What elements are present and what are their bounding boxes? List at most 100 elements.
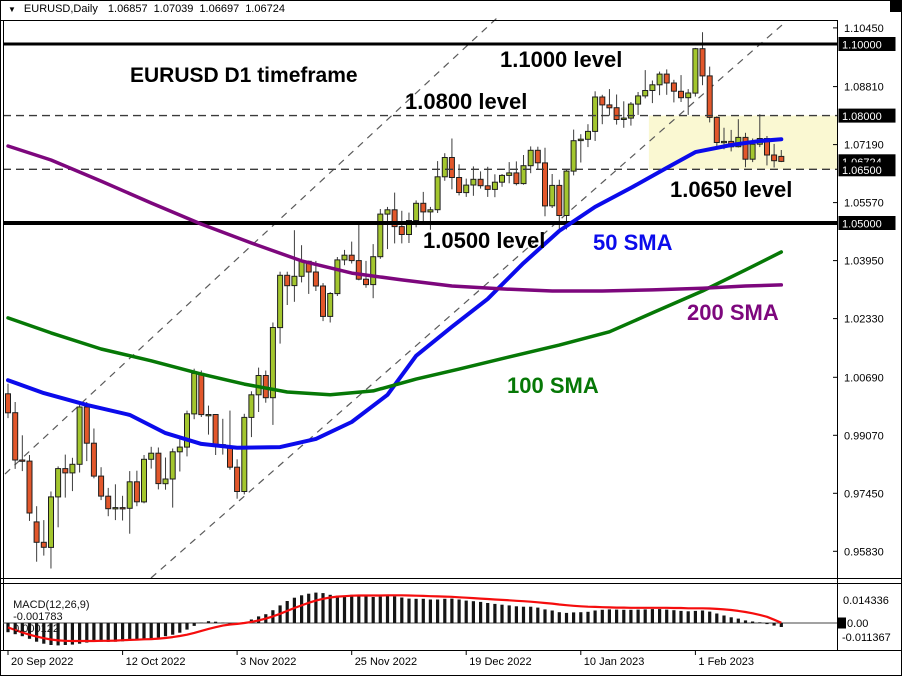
candle-body <box>470 178 477 186</box>
candle-body <box>778 155 785 162</box>
time-axis-scale[interactable] <box>0 651 902 675</box>
price-tick-label: 1.07190 <box>844 140 884 152</box>
candle-body <box>105 495 112 510</box>
time-label: 12 Oct 2022 <box>126 656 186 668</box>
candle-body <box>298 260 305 277</box>
price-tick-label: 1.08810 <box>844 82 884 94</box>
candle-body <box>176 446 183 453</box>
time-label: 25 Nov 2022 <box>355 656 417 668</box>
macd-main-value: -0.001783 <box>13 611 63 623</box>
candle-body <box>742 136 749 160</box>
price-box-1-08000: 1.08000 <box>842 111 882 123</box>
candle-body <box>76 406 83 465</box>
macd-zero-tick-box <box>838 617 846 629</box>
price-axis-scale[interactable] <box>838 20 902 650</box>
candle-body <box>721 140 727 144</box>
candle-body <box>320 285 326 317</box>
quote-close: 1.06724 <box>245 3 285 15</box>
expand-triangle-icon[interactable]: ▼ <box>8 4 16 14</box>
price-tick-label: 1.00690 <box>844 372 884 384</box>
candle-body <box>542 162 548 207</box>
candle-body <box>90 442 97 477</box>
candle-body <box>406 220 412 235</box>
annotation-200-sma: 200 SMA <box>687 300 779 325</box>
price-tick-label: 1.10450 <box>844 23 884 35</box>
candle-body <box>499 174 505 183</box>
candle-body <box>391 209 398 228</box>
price-tick-label: 1.05570 <box>844 198 884 210</box>
candle-body <box>549 184 556 207</box>
candle-body <box>441 157 448 178</box>
candle-body <box>334 259 341 295</box>
annotation-1-0800-level: 1.0800 level <box>405 89 527 114</box>
candle-body <box>198 372 205 416</box>
candle-body <box>126 481 133 509</box>
time-label: 3 Nov 2022 <box>240 656 296 668</box>
macd-histogram <box>6 592 783 646</box>
time-label: 1 Feb 2023 <box>698 656 754 668</box>
candle-body <box>484 185 491 190</box>
candle-body <box>62 468 69 474</box>
macd-name: MACD(12,26,9) <box>13 599 90 611</box>
candle-body <box>284 274 291 287</box>
candle-body <box>348 254 355 262</box>
price-tick-label: 0.97450 <box>844 488 884 500</box>
candle-body <box>434 176 441 211</box>
price-box-1-10000: 1.10000 <box>842 40 882 52</box>
candle-body <box>98 475 105 497</box>
candle-body <box>205 414 212 417</box>
candle-body <box>234 466 241 493</box>
macd-axis-min: -0.011367 <box>842 632 891 644</box>
candle-body <box>355 260 362 280</box>
candle-body <box>463 184 470 194</box>
price-tick-label: 0.99070 <box>844 430 884 442</box>
candle-body <box>556 184 563 216</box>
candle-body <box>191 372 198 415</box>
candle-body <box>678 90 684 99</box>
candle-body <box>377 213 384 258</box>
candle-body <box>692 48 699 94</box>
candle-body <box>148 452 155 460</box>
candle-body <box>635 95 642 105</box>
candle-body <box>563 170 570 217</box>
candle-body <box>155 452 162 485</box>
candle-body <box>749 143 756 160</box>
annotation-1-1000-level: 1.1000 level <box>500 47 622 72</box>
candle-body <box>663 73 670 84</box>
macd-signal-value: 0.000122 <box>13 623 60 635</box>
candle-body <box>771 154 778 162</box>
macd-axis-max: 0.014336 <box>843 595 889 607</box>
candle-body <box>613 107 620 120</box>
candle-body <box>69 463 76 474</box>
candle-body <box>212 414 219 446</box>
candle-body <box>477 178 484 187</box>
candle-body <box>606 104 613 109</box>
symbol-label: EURUSD,Daily <box>23 3 98 15</box>
candle-body <box>55 468 62 498</box>
trendline-lower <box>150 24 783 579</box>
candle-body <box>363 278 369 286</box>
candle-body <box>577 138 584 142</box>
sma-50-line <box>6 137 784 450</box>
candle-body <box>520 165 527 185</box>
price-tick-label: 1.03950 <box>844 256 884 268</box>
candle-body <box>534 149 541 164</box>
sma-100-line <box>6 250 784 397</box>
macd-indicator-label: MACD(12,26,9) -0.001783 0.000122 <box>7 587 95 635</box>
candle-body <box>599 96 606 106</box>
price-box-1-08000-bg <box>838 108 896 123</box>
candle-body <box>670 82 677 92</box>
candle-body <box>506 172 513 176</box>
candle-body <box>40 541 47 548</box>
annotation-timeframe: EURUSD D1 timeframe <box>130 64 358 87</box>
candle-body <box>341 254 348 261</box>
candle-body <box>685 92 692 99</box>
candle-body <box>269 327 276 399</box>
candle-body <box>627 103 634 119</box>
macd-axis-zero: 0.00 <box>847 618 868 630</box>
candle-body <box>448 157 455 178</box>
annotation-100-sma: 100 SMA <box>507 373 599 398</box>
candle-body <box>427 209 434 213</box>
